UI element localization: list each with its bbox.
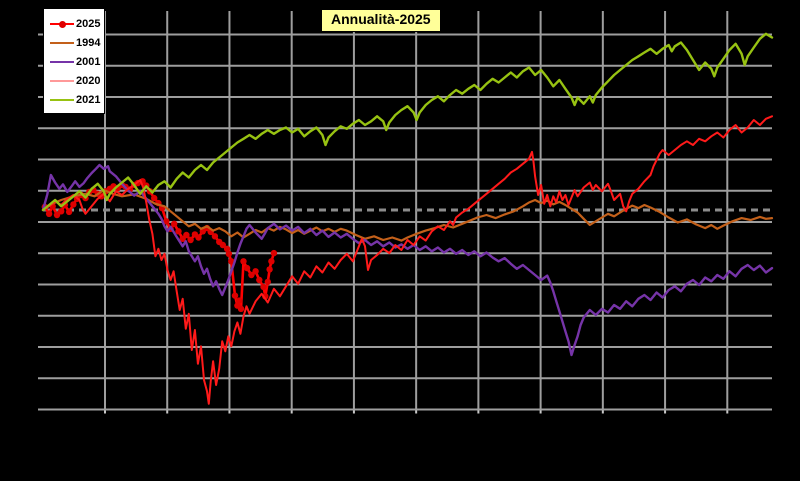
series-marker-2025 <box>248 271 255 279</box>
series-line-2021 <box>41 32 774 212</box>
series-marker-2025 <box>187 236 194 244</box>
series-marker-2025 <box>266 266 273 273</box>
series-marker-dot-icon <box>59 20 66 28</box>
series-marker-2025 <box>268 258 275 265</box>
series-2001 <box>41 163 774 357</box>
series-2020 <box>42 115 773 405</box>
series-1994 <box>41 188 774 242</box>
series-line-1994 <box>41 188 774 242</box>
series-marker-2025 <box>225 250 233 257</box>
series-marker-2025 <box>270 249 278 257</box>
series-marker-2025 <box>183 231 190 239</box>
series-marker-2025 <box>256 276 263 284</box>
legend-item-2021: 2021 <box>44 90 104 109</box>
legend-item-1994: 1994 <box>44 33 104 52</box>
legend-item-2020: 2020 <box>44 71 104 90</box>
series-marker-2025 <box>151 194 158 202</box>
series-marker-2025 <box>70 201 77 208</box>
series-marker-2025 <box>65 208 73 216</box>
series-marker-2025 <box>195 234 202 241</box>
series-marker-2025 <box>240 258 247 265</box>
legend-label: 2021 <box>76 93 101 106</box>
series-marker-2025 <box>243 264 251 272</box>
series-marker-2025 <box>219 241 226 249</box>
series-marker-2025 <box>236 297 243 304</box>
legend-line-swatch-2020 <box>50 79 74 82</box>
series-2025 <box>41 178 278 312</box>
legend-line-swatch-1994 <box>50 41 74 44</box>
series-marker-2025 <box>260 283 267 291</box>
legend-label: 1994 <box>76 36 101 49</box>
series-marker-2025 <box>228 258 235 265</box>
legend-line-swatch-2021 <box>50 98 74 101</box>
chart-title-badge: Annualità-2025 <box>321 9 441 32</box>
series-line-2020 <box>42 115 773 405</box>
legend-label: 2020 <box>76 74 101 87</box>
series-marker-2025 <box>211 233 219 240</box>
series-2021 <box>41 32 774 212</box>
legend-label: 2001 <box>76 55 101 68</box>
series-marker-2025 <box>53 211 61 219</box>
series-marker-2025 <box>237 305 245 312</box>
series-marker-2025 <box>171 220 178 227</box>
chart-title: Annualità-2025 <box>331 11 431 27</box>
series-line-2001 <box>41 163 774 357</box>
series-marker-2025 <box>231 292 239 299</box>
series-marker-2025 <box>264 278 271 286</box>
series-marker-2025 <box>58 208 65 215</box>
legend-line-swatch-2001 <box>50 60 74 63</box>
legend-box: 2025 1994 2001 2020 2021 <box>43 8 105 114</box>
legend-item-2001: 2001 <box>44 52 104 71</box>
legend-label: 2025 <box>76 17 101 30</box>
series-marker-2025 <box>163 218 170 225</box>
legend-item-2025: 2025 <box>44 14 104 33</box>
legend-line-swatch-2025 <box>50 20 74 28</box>
series-marker-2025 <box>45 210 53 217</box>
series-marker-2025 <box>252 268 259 275</box>
series-marker-2025 <box>223 245 231 252</box>
series-marker-2025 <box>175 228 182 235</box>
